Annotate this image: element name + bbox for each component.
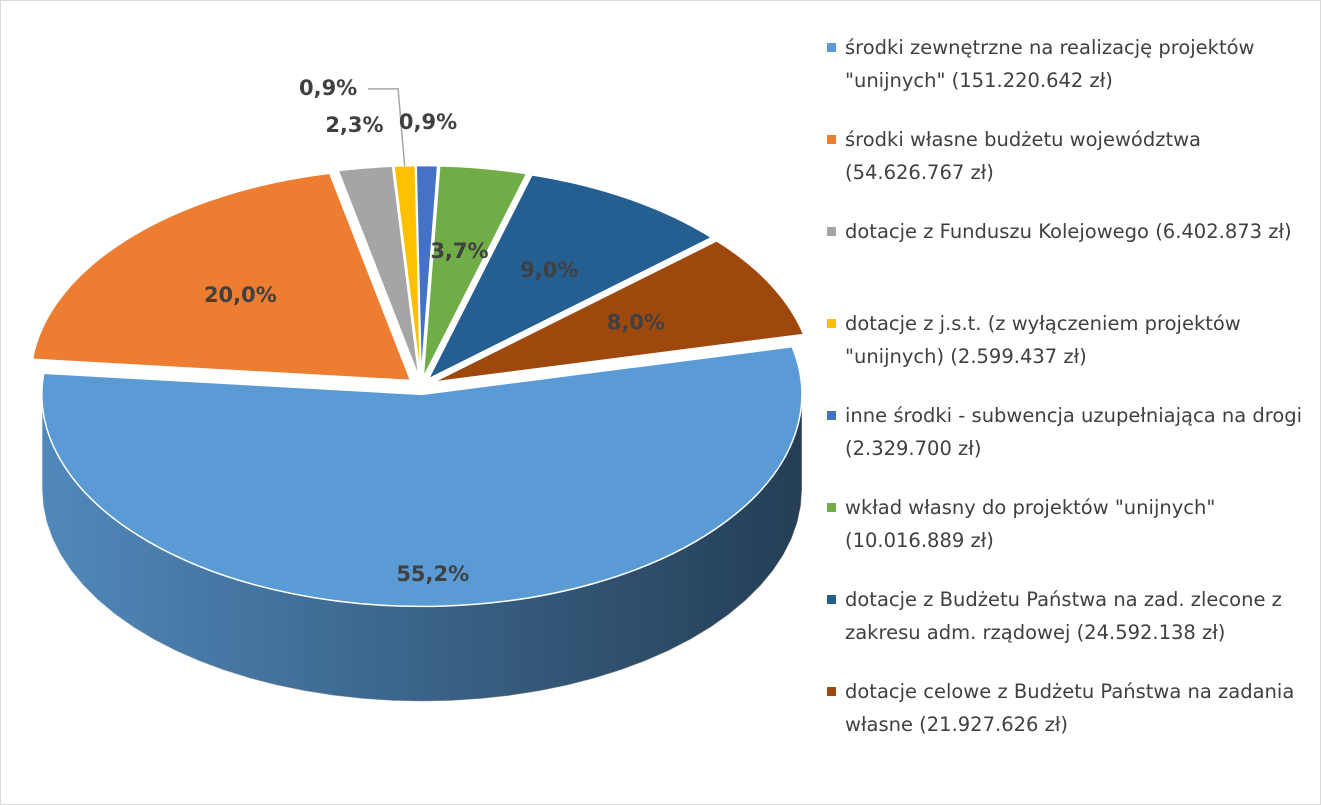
legend-label: wkład własny do projektów "unijnych" (10… <box>845 496 1216 552</box>
slice <box>422 165 528 379</box>
data-label: 2,3% <box>325 113 383 137</box>
slice <box>426 174 714 381</box>
legend-item: dotacje celowe z Budżetu Państwa na zada… <box>823 675 1313 767</box>
legend-label: dotacje z Funduszu Kolejowego (6.402.873… <box>845 220 1292 243</box>
leader-line <box>368 88 406 166</box>
legend-swatch <box>827 227 836 236</box>
slice <box>337 165 420 378</box>
legend-item: wkład własny do projektów "unijnych" (10… <box>823 491 1313 583</box>
legend: środki zewnętrzne na realizację projektó… <box>823 31 1313 767</box>
data-label: 55,2% <box>396 562 469 586</box>
legend-item: dotacje z Budżetu Państwa na zad. zlecon… <box>823 583 1313 675</box>
data-label: 3,7% <box>430 239 488 263</box>
legend-item: środki zewnętrzne na realizację projektó… <box>823 31 1313 123</box>
pie-area: 55,2% 20,0% 2,3% 0,9% 0,9% 3,7% 9,0% 8,0% <box>31 76 805 702</box>
legend-label: inne środki - subwencja uzupełniająca na… <box>845 404 1303 460</box>
legend-item: środki własne budżetu województwa (54.62… <box>823 123 1313 215</box>
data-label: 9,0% <box>520 258 578 282</box>
legend-swatch <box>827 411 836 420</box>
slice <box>41 345 803 608</box>
legend-swatch <box>827 503 836 512</box>
legend-label: środki własne budżetu województwa (54.62… <box>845 128 1201 184</box>
slice-side-shade <box>41 394 802 702</box>
legend-item: dotacje z Funduszu Kolejowego (6.402.873… <box>823 215 1313 307</box>
legend-swatch <box>827 135 836 144</box>
data-label: 0,9% <box>399 110 457 134</box>
legend-label: dotacje celowe z Budżetu Państwa na zada… <box>845 680 1295 736</box>
legend-label: dotacje z j.s.t. (z wyłączeniem projektó… <box>845 312 1241 368</box>
legend-item: dotacje z j.s.t. (z wyłączeniem projektó… <box>823 307 1313 399</box>
legend-swatch <box>827 319 836 328</box>
legend-swatch <box>827 43 836 52</box>
legend-label: dotacje z Budżetu Państwa na zad. zlecon… <box>845 588 1282 644</box>
legend-swatch <box>827 595 836 604</box>
slice <box>415 164 439 378</box>
data-label: 20,0% <box>204 283 277 307</box>
data-label: 0,9% <box>299 76 357 100</box>
data-label: 8,0% <box>607 311 665 335</box>
slice <box>393 164 422 378</box>
legend-label: środki zewnętrzne na realizację projektó… <box>845 36 1255 92</box>
legend-item: inne środki - subwencja uzupełniająca na… <box>823 399 1313 491</box>
slice <box>31 172 412 382</box>
legend-swatch <box>827 687 836 696</box>
slice <box>433 239 805 383</box>
